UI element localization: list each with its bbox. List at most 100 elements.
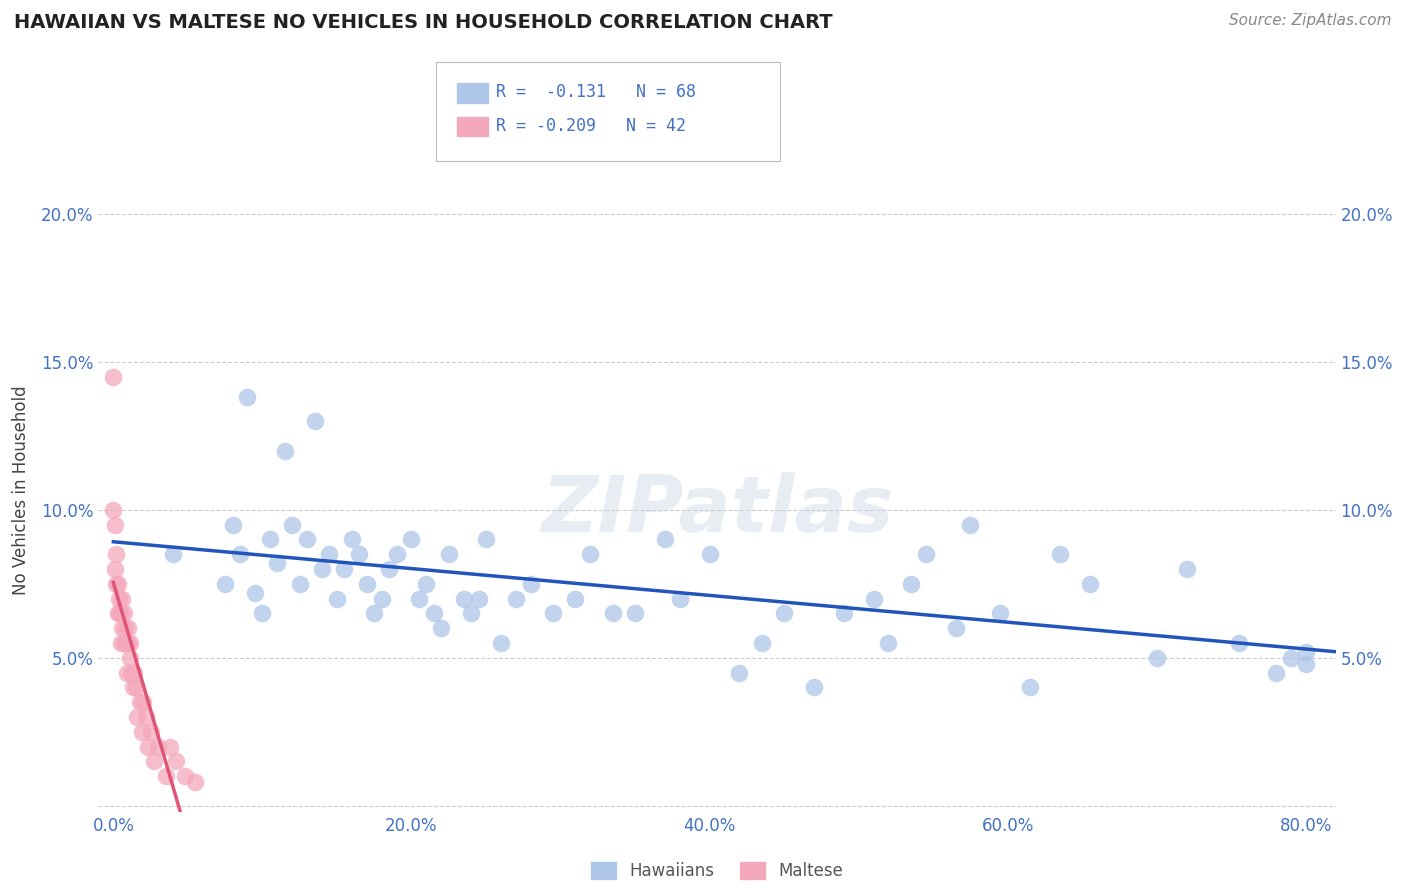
Point xyxy=(579,547,602,561)
Point xyxy=(1227,636,1250,650)
Point xyxy=(136,739,159,754)
Point xyxy=(103,369,125,384)
Point xyxy=(110,607,132,621)
Point xyxy=(118,636,141,650)
Point xyxy=(114,621,136,635)
Point xyxy=(1049,547,1071,561)
Point xyxy=(139,724,162,739)
Point xyxy=(165,755,187,769)
Point xyxy=(519,577,541,591)
Point xyxy=(1078,577,1101,591)
Point xyxy=(131,724,153,739)
Point xyxy=(304,414,326,428)
Point xyxy=(243,585,266,599)
Point xyxy=(114,636,136,650)
Point xyxy=(121,681,143,695)
Y-axis label: No Vehicles in Household: No Vehicles in Household xyxy=(11,385,30,596)
Point xyxy=(288,577,311,591)
Point xyxy=(129,695,152,709)
Point xyxy=(988,607,1011,621)
Point xyxy=(349,547,371,561)
Point xyxy=(105,577,128,591)
Point xyxy=(112,607,135,621)
Point xyxy=(363,607,385,621)
Point xyxy=(505,591,527,606)
Point xyxy=(108,591,131,606)
Point xyxy=(945,621,967,635)
Point xyxy=(135,710,157,724)
Point xyxy=(751,636,773,650)
Point xyxy=(773,607,796,621)
Point xyxy=(221,517,243,532)
Point xyxy=(1295,645,1317,659)
Point xyxy=(401,533,423,547)
Point xyxy=(155,769,177,783)
Point xyxy=(460,607,482,621)
Point xyxy=(475,533,498,547)
Point xyxy=(803,681,825,695)
Text: R = -0.209   N = 42: R = -0.209 N = 42 xyxy=(496,117,686,135)
Point xyxy=(1146,650,1168,665)
Point xyxy=(318,547,340,561)
Point xyxy=(122,665,145,680)
Point xyxy=(142,755,165,769)
Point xyxy=(229,547,252,561)
Point xyxy=(266,556,288,570)
Point xyxy=(668,591,690,606)
Point xyxy=(959,517,981,532)
Point xyxy=(832,607,855,621)
Point xyxy=(111,591,134,606)
Point xyxy=(107,577,129,591)
Point xyxy=(333,562,356,576)
Point xyxy=(117,636,139,650)
Text: Source: ZipAtlas.com: Source: ZipAtlas.com xyxy=(1229,13,1392,29)
Point xyxy=(105,547,128,561)
Legend: Hawaiians, Maltese: Hawaiians, Maltese xyxy=(585,855,849,887)
Point xyxy=(699,547,721,561)
Point xyxy=(281,517,304,532)
Text: R =  -0.131   N = 68: R = -0.131 N = 68 xyxy=(496,83,696,101)
Point xyxy=(295,533,318,547)
Point xyxy=(370,591,392,606)
Point xyxy=(259,533,281,547)
Point xyxy=(340,533,363,547)
Point xyxy=(103,503,125,517)
Point xyxy=(214,577,236,591)
Point xyxy=(624,607,647,621)
Point xyxy=(1279,650,1302,665)
Point xyxy=(326,591,349,606)
Point xyxy=(118,650,141,665)
Point xyxy=(1019,681,1042,695)
Text: HAWAIIAN VS MALTESE NO VEHICLES IN HOUSEHOLD CORRELATION CHART: HAWAIIAN VS MALTESE NO VEHICLES IN HOUSE… xyxy=(14,13,832,32)
Point xyxy=(311,562,333,576)
Point xyxy=(541,607,564,621)
Point xyxy=(467,591,489,606)
Point xyxy=(104,517,127,532)
Point xyxy=(489,636,512,650)
Point xyxy=(453,591,475,606)
Point xyxy=(108,607,131,621)
Point xyxy=(120,665,142,680)
Point xyxy=(408,591,430,606)
Point xyxy=(107,607,129,621)
Point xyxy=(877,636,900,650)
Text: ZIPatlas: ZIPatlas xyxy=(541,472,893,548)
Point xyxy=(252,607,274,621)
Point xyxy=(117,621,139,635)
Point xyxy=(564,591,586,606)
Point xyxy=(162,547,184,561)
Point xyxy=(385,547,408,561)
Point xyxy=(654,533,676,547)
Point xyxy=(110,636,132,650)
Point xyxy=(111,621,134,635)
Point xyxy=(415,577,437,591)
Point xyxy=(112,636,135,650)
Point xyxy=(900,577,922,591)
Point xyxy=(914,547,936,561)
Point xyxy=(1295,657,1317,671)
Point xyxy=(173,769,195,783)
Point xyxy=(378,562,401,576)
Point xyxy=(862,591,884,606)
Point xyxy=(127,710,149,724)
Point xyxy=(184,775,207,789)
